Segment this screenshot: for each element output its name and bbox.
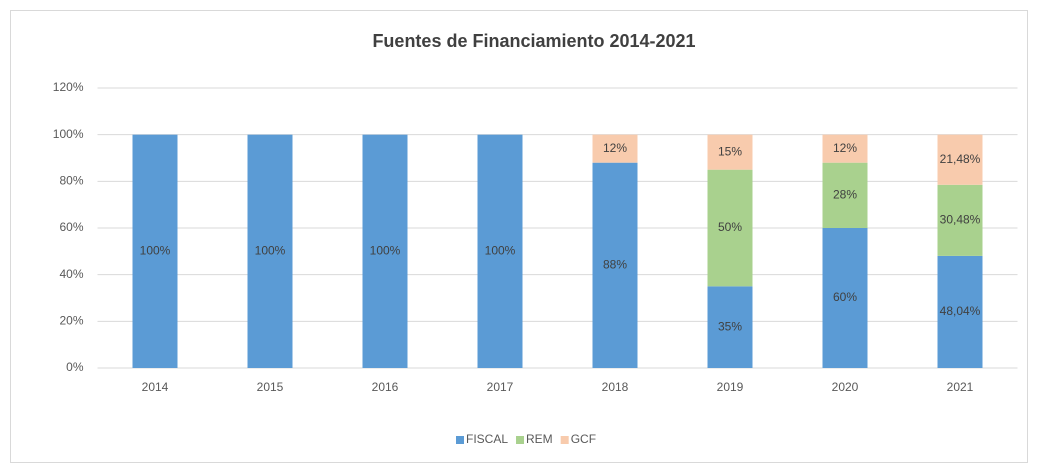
y-tick-label: 60%: [59, 220, 83, 234]
bar-segment: [937, 134, 983, 185]
data-label: 21,48%: [940, 152, 981, 166]
data-label: 35%: [718, 319, 742, 333]
legend-swatch: [516, 436, 525, 444]
bar-segment: [937, 184, 983, 256]
bar-segment: [822, 134, 868, 163]
legend-swatch: [560, 436, 569, 444]
data-label: 12%: [833, 141, 857, 155]
data-label: 100%: [485, 244, 516, 258]
data-label: 50%: [718, 220, 742, 234]
bar-segment: [592, 134, 638, 163]
data-label: 88%: [603, 258, 627, 272]
data-label: 28%: [833, 188, 857, 202]
y-tick-label: 40%: [59, 267, 83, 281]
x-tick-label: 2017: [487, 380, 514, 394]
x-tick-label: 2018: [602, 380, 629, 394]
bar-segment: [822, 162, 868, 228]
data-label: 30,48%: [940, 213, 981, 227]
legend-label: REM: [526, 432, 553, 446]
data-label: 15%: [718, 144, 742, 158]
bar-segment: [477, 134, 523, 368]
legend-label: GCF: [571, 432, 596, 446]
x-tick-label: 2015: [257, 380, 284, 394]
x-tick-label: 2019: [717, 380, 744, 394]
bar-segment: [132, 134, 178, 368]
bar-segment: [247, 134, 293, 368]
chart-title: Fuentes de Financiamiento 2014-2021: [372, 31, 695, 51]
bar-segment: [362, 134, 408, 368]
x-tick-label: 2016: [372, 380, 399, 394]
data-label: 48,04%: [940, 304, 981, 318]
bar-segment: [707, 286, 753, 368]
bar-segment: [822, 228, 868, 368]
data-label: 100%: [140, 244, 171, 258]
y-tick-label: 80%: [59, 174, 83, 188]
x-tick-label: 2020: [832, 380, 859, 394]
y-tick-label: 0%: [66, 360, 84, 374]
y-tick-label: 100%: [53, 127, 84, 141]
data-label: 100%: [370, 244, 401, 258]
bar-segment: [937, 255, 983, 368]
x-tick-label: 2021: [947, 380, 974, 394]
data-label: 60%: [833, 290, 857, 304]
bar-segment: [592, 162, 638, 368]
x-tick-label: 2014: [142, 380, 169, 394]
y-tick-label: 120%: [53, 80, 84, 94]
bar-segment: [707, 169, 753, 287]
legend-swatch: [456, 436, 464, 444]
legend-label: FISCAL: [466, 432, 508, 446]
data-label: 12%: [603, 141, 627, 155]
bar-segment: [707, 134, 753, 170]
y-tick-label: 20%: [59, 314, 83, 328]
data-label: 100%: [255, 244, 286, 258]
